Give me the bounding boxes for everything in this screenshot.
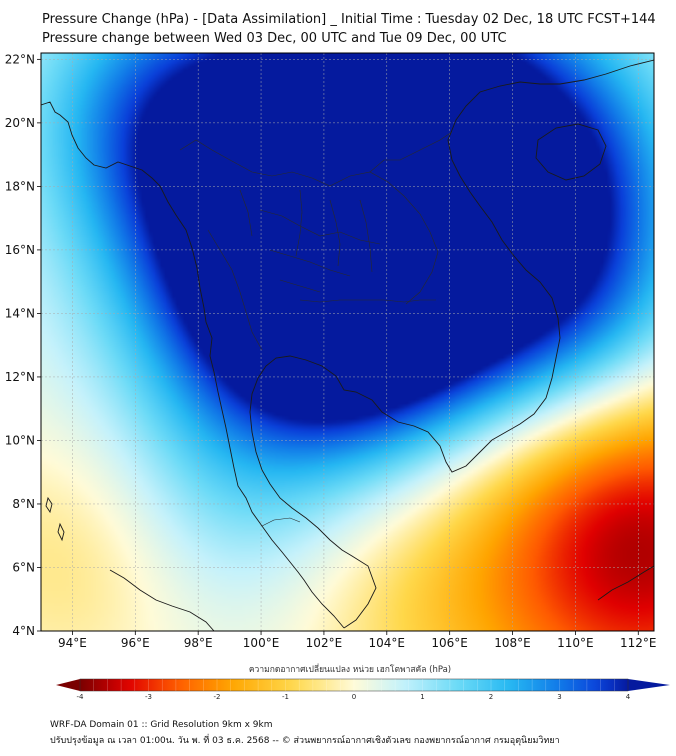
map-figure: 94°E 96°E 98°E 100°E 102°E 104°E 106°E 108°E 110… [5, 52, 670, 700]
lon-tick-label: 100°E [243, 636, 280, 650]
coastlines [41, 59, 654, 631]
border-thailand-myanmar [207, 229, 263, 351]
lon-tick-label: 112°E [620, 636, 657, 650]
gridlines [41, 53, 654, 631]
lat-tick-label: 4°N [12, 624, 35, 638]
colorbar-tick-label: -1 [282, 693, 289, 700]
chart-title: Pressure Change (hPa) - [Data Assimilati… [42, 12, 656, 27]
gulf-of-thailand-coastline [249, 59, 654, 629]
lat-tick-label: 8°N [12, 497, 35, 511]
colorbar-tick-label: -3 [145, 693, 152, 700]
lat-tick-label: 14°N [5, 306, 35, 320]
lon-tick-label: 98°E [184, 636, 213, 650]
plot-frame [40, 52, 655, 632]
lon-axis: 94°E 96°E 98°E 100°E 102°E 104°E 106°E 108°E 110… [58, 631, 657, 650]
lon-tick-label: 102°E [306, 636, 343, 650]
lon-tick-label: 94°E [58, 636, 87, 650]
colorbar-tick-label: -2 [214, 693, 221, 700]
hainan-island [535, 123, 607, 181]
mainland-coastline [41, 101, 345, 629]
colorbar-ticks: -4 -3 -2 -1 0 1 2 3 4 [77, 679, 631, 700]
lon-tick-label: 106°E [431, 636, 468, 650]
colorbar-tick-label: 3 [557, 693, 561, 700]
colorbar-tick-label: 2 [489, 693, 493, 700]
border-myanmar-laos [179, 139, 439, 305]
lon-tick-label: 96°E [121, 636, 150, 650]
chart-subtitle: Pressure change between Wed 03 Dec, 00 U… [42, 31, 507, 46]
colorbar-frame [79, 678, 629, 692]
colorbar-tick-label: -4 [77, 693, 85, 700]
colorbar: -4 -3 -2 -1 0 1 2 3 4 [56, 678, 670, 700]
lat-tick-label: 12°N [5, 370, 35, 384]
lat-axis: 22°N 20°N 18°N 16°N 14°N 12°N 10°N 8°N 6°N 4°N [5, 52, 41, 638]
sumatra-coast [109, 569, 215, 631]
lon-tick-label: 104°E [369, 636, 406, 650]
lat-tick-label: 20°N [5, 116, 35, 130]
borneo-coast [597, 565, 654, 601]
lat-tick-label: 22°N [5, 52, 35, 66]
lon-tick-label: 108°E [494, 636, 531, 650]
border-laos-vietnam [369, 131, 453, 173]
colorbar-min-arrow [56, 679, 80, 691]
admin-borders [179, 131, 453, 527]
lat-tick-label: 18°N [5, 179, 35, 193]
andaman-islands [45, 496, 65, 542]
lon-tick-label: 110°E [557, 636, 594, 650]
colorbar-tick-label: 1 [420, 693, 424, 700]
lat-tick-label: 6°N [12, 560, 35, 574]
model-info: WRF-DA Domain 01 :: Grid Resolution 9km … [50, 720, 273, 730]
border-thailand-cambodia [299, 299, 436, 303]
border-thailand-malaysia [261, 517, 301, 527]
province-borders [239, 189, 381, 293]
lat-tick-label: 16°N [5, 243, 35, 257]
colorbar-ramp [80, 679, 628, 691]
colorbar-max-arrow [628, 679, 670, 691]
colorbar-tick-label: 0 [352, 693, 356, 700]
pressure-change-field [41, 53, 654, 631]
colorbar-title: ความกดอากาศเปลี่ยนแปลง หน่วย เฮกโตพาสคัล… [249, 663, 451, 675]
lat-tick-label: 10°N [5, 433, 35, 447]
credit-line: ปรับปรุงข้อมูล ณ เวลา 01:00น. วัน พ. ที่… [50, 736, 560, 746]
colorbar-tick-label: 4 [626, 693, 631, 700]
plot-area [41, 53, 654, 631]
